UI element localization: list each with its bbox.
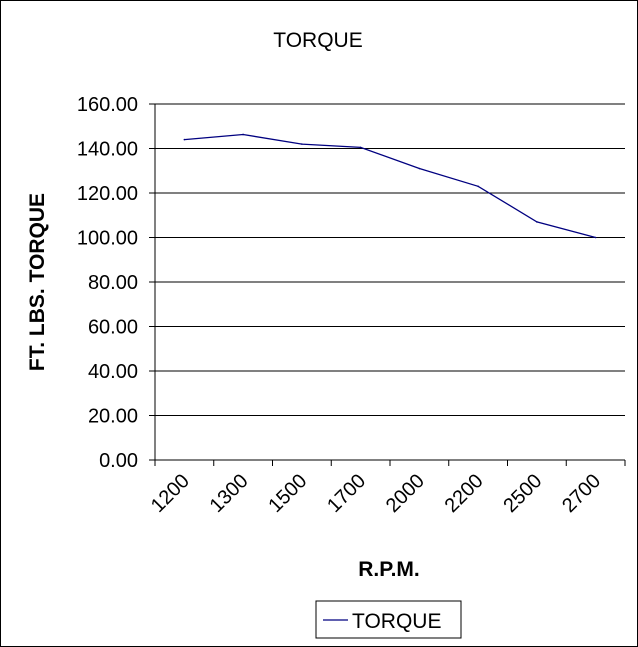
data-point — [183, 138, 186, 141]
series-layer — [183, 133, 597, 239]
y-axis-title: FT. LBS. TORQUE — [26, 193, 49, 371]
x-tick-label: 1700 — [323, 470, 370, 517]
legend-label: TORQUE — [352, 610, 441, 633]
x-tick-label: 2000 — [382, 470, 429, 517]
x-tick-label: 2500 — [499, 470, 546, 517]
x-tick-label: 1300 — [206, 470, 253, 517]
data-point — [594, 236, 597, 239]
data-point — [359, 146, 362, 149]
y-tick-label: 40.00 — [88, 361, 138, 383]
y-tick-label: 60.00 — [88, 317, 138, 339]
y-tick-label: 140.00 — [77, 139, 138, 161]
y-tick-label: 120.00 — [77, 183, 138, 205]
data-point — [536, 221, 538, 223]
y-tick-label: 0.00 — [99, 450, 138, 472]
x-axis-title: R.P.M. — [358, 558, 419, 581]
chart-title: TORQUE — [273, 29, 362, 52]
y-tick-label: 20.00 — [88, 406, 138, 428]
y-tick-label: 100.00 — [77, 228, 138, 250]
y-tick-label: 80.00 — [88, 272, 138, 294]
data-point — [418, 167, 421, 170]
legend: TORQUE — [315, 600, 462, 639]
x-axis-ticks: 1200 1300 1500 1700 2000 2200 2500 2700 — [147, 460, 626, 517]
data-point — [242, 133, 244, 136]
x-tick-label: 1500 — [264, 470, 311, 517]
data-point — [477, 185, 479, 188]
y-axis-ticks: 0.00 20.00 40.00 60.00 80.00 100.00 120.00 140.… — [77, 94, 155, 472]
x-tick-label: 2700 — [558, 470, 605, 517]
y-tick-label: 160.00 — [77, 94, 138, 116]
series-line-torque — [184, 133, 596, 239]
x-tick-label: 1200 — [147, 470, 194, 517]
x-tick-label: 2200 — [441, 470, 488, 517]
data-point — [301, 143, 303, 145]
